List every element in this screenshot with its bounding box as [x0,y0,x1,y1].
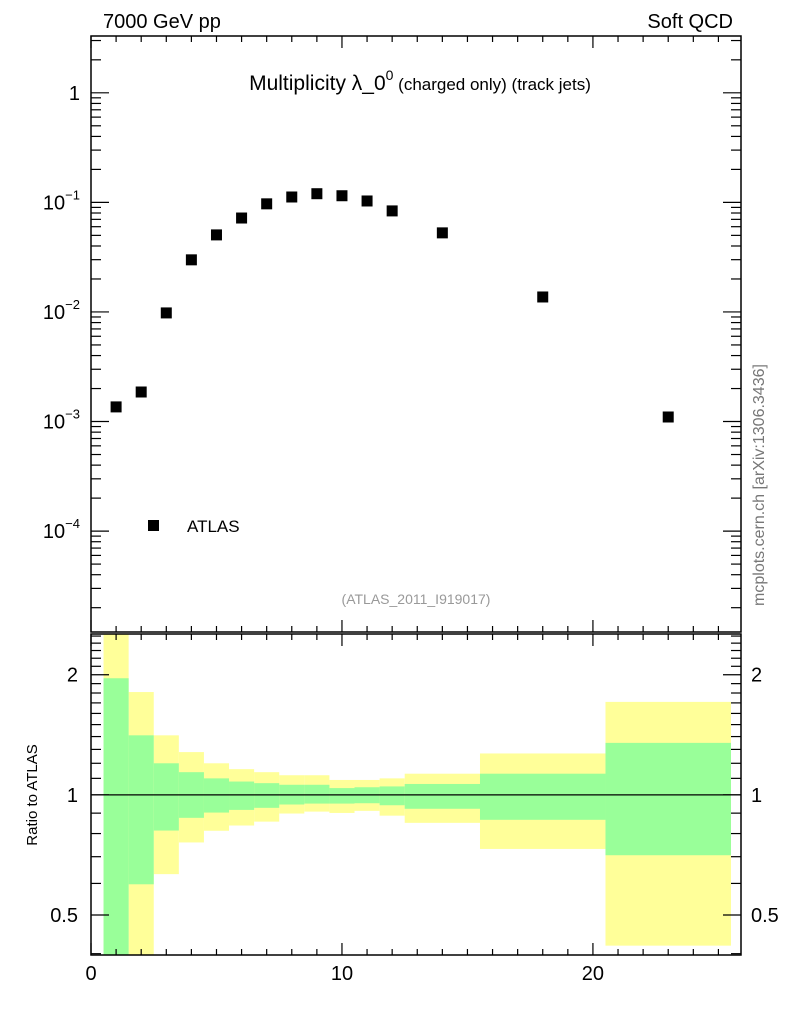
chart-title: Multiplicity λ_00 (charged only) (track … [249,67,591,95]
reference-label: (ATLAS_2011_I919017) [342,591,491,607]
main-data-points [110,188,674,423]
ratio-band-bin [404,783,480,809]
ratio-y-tick-label-right: 2 [751,665,762,687]
y-tick-label: 1 [69,83,80,105]
data-point [436,227,448,239]
y-tick-label: 10−2 [43,297,80,324]
ratio-band-bin [379,786,405,806]
data-point [236,212,248,224]
data-point [662,411,674,423]
y-tick-label: 10−4 [43,516,80,543]
x-tick-label: 20 [582,963,604,985]
data-point [361,195,373,207]
data-point [311,188,323,200]
ratio-band-bin [254,783,280,808]
header-right-label: Soft QCD [647,11,733,33]
data-point [261,198,273,210]
header-left-label: 7000 GeV pp [103,11,221,33]
main-frame [90,35,742,633]
data-point [110,401,122,413]
ratio-band-bin [605,742,731,856]
data-point [336,190,348,202]
ratio-y-tick-label-left: 1 [67,785,78,807]
ratio-band-bin [479,773,606,820]
main-axes: 0 10 20 1 10−1 10−2 10−3 10−4 2 2 1 1 0.5 0.5 [43,36,779,985]
ratio-y-tick-label-right: 0.5 [751,905,779,927]
legend-label-atlas: ATLAS [187,517,240,536]
chart-title-sup: 0 [386,67,394,83]
data-point [210,229,222,241]
ratio-band-bin [304,784,330,804]
chart-title-main: Multiplicity λ_0 [249,72,386,95]
data-point [286,191,298,203]
ratio-frame [90,633,742,956]
data-point [185,254,197,266]
ratio-y-tick-label-right: 1 [751,785,762,807]
legend-marker [148,520,159,531]
x-tick-label: 0 [85,963,96,985]
ratio-band-bin [329,788,355,804]
ratio-ylabel: Ratio to ATLAS [24,744,41,845]
ratio-y-tick-label-left: 2 [67,665,78,687]
ratio-band-bin [128,735,154,885]
ratio-band-bin [103,678,129,955]
ratio-band-bin [153,763,179,831]
y-tick-label: 10−1 [43,187,80,214]
ratio-bands [91,634,741,955]
data-point [537,291,549,303]
data-point [386,205,398,217]
x-tick-label: 10 [331,963,353,985]
ratio-y-tick-label-left: 0.5 [50,905,78,927]
side-label: mcplots.cern.ch [arXiv:1306.3436] [751,364,768,606]
data-point [160,307,172,319]
data-point [135,386,147,398]
ratio-band-bin [229,781,255,810]
y-tick-label: 10−3 [43,407,80,434]
chart-title-suffix: (charged only) (track jets) [393,75,590,94]
